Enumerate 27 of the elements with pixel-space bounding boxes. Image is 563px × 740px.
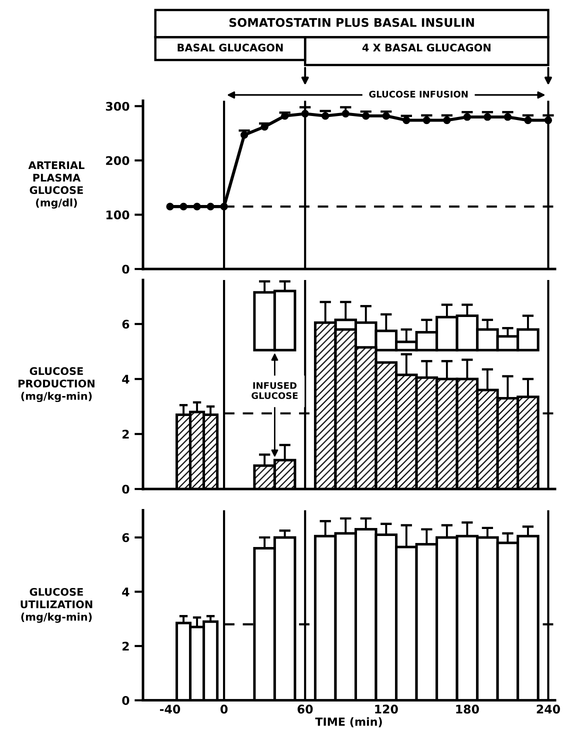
x-tick-label: 120 — [375, 704, 398, 714]
y-axis-title: ARTERIAL PLASMA GLUCOSE (mg/dl) — [28, 161, 84, 209]
x-tick-label: 0 — [220, 704, 228, 714]
y-tick-label: 0 — [122, 484, 130, 494]
y-tick-label: 6 — [122, 320, 130, 329]
text: GLUCOSE INFUSION — [369, 90, 468, 98]
x-tick-label: 180 — [456, 704, 479, 714]
y-axis-title: GLUCOSE UTILIZATION (mg/kg-min) — [20, 588, 92, 623]
y-tick-label: 200 — [106, 156, 130, 166]
y-tick-label: 4 — [122, 374, 130, 384]
y-tick-label: 0 — [122, 264, 130, 274]
y-tick-label: 2 — [122, 642, 129, 650]
x-axis-title: TIME (min) — [315, 717, 382, 728]
text: 4 X BASAL GLUCAGON — [362, 44, 490, 52]
x-tick-label: 60 — [298, 704, 313, 714]
y-tick-label: 300 — [106, 102, 130, 111]
y-axis-title: GLUCOSE PRODUCTION (mg/kg-min) — [18, 367, 94, 402]
chart-title: SOMATOSTATIN PLUS BASAL INSULIN — [229, 18, 474, 27]
x-tick-label: -40 — [160, 704, 180, 714]
y-tick-label: 100 — [106, 210, 130, 220]
y-tick-label: 6 — [122, 533, 130, 542]
x-tick-label: 240 — [536, 704, 560, 714]
annotation: INFUSED GLUCOSE — [252, 382, 298, 400]
y-tick-label: 2 — [122, 430, 129, 438]
text: BASAL GLUCAGON — [178, 44, 283, 52]
y-tick-label: 4 — [122, 588, 130, 596]
y-tick-label: 0 — [122, 696, 130, 705]
